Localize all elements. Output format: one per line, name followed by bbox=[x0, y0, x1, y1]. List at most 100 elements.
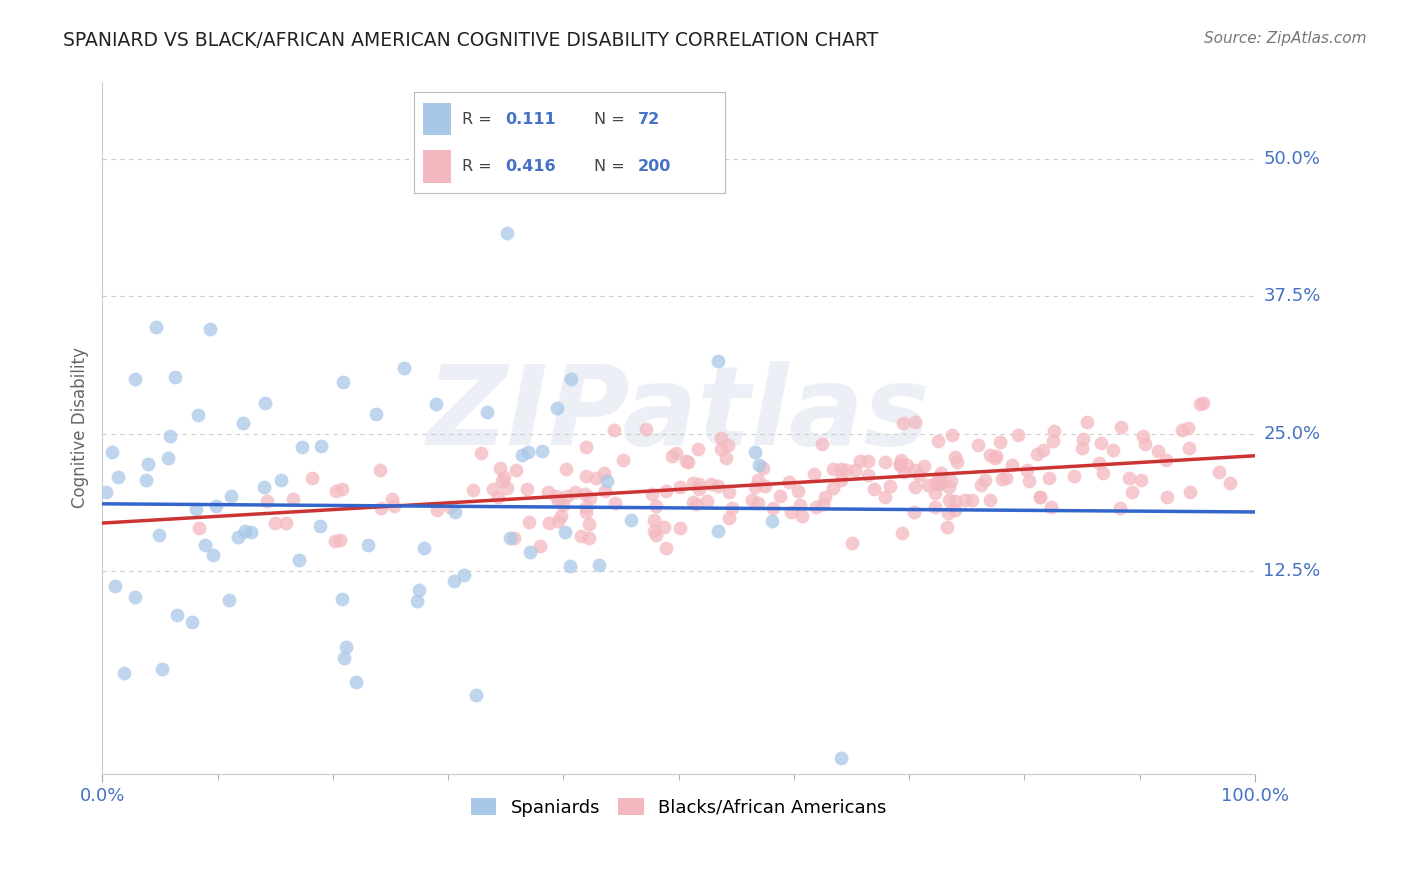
Blacks/African Americans bbox=[707, 479, 730, 493]
Blacks/African Americans bbox=[945, 455, 967, 469]
Blacks/African Americans bbox=[536, 485, 558, 500]
Blacks/African Americans bbox=[984, 450, 1007, 464]
Spaniards bbox=[186, 502, 208, 516]
Blacks/African Americans bbox=[652, 520, 675, 534]
Blacks/African Americans bbox=[330, 482, 353, 496]
Blacks/African Americans bbox=[1178, 442, 1201, 456]
Blacks/African Americans bbox=[710, 442, 733, 456]
Spaniards bbox=[145, 319, 167, 334]
Blacks/African Americans bbox=[575, 505, 598, 519]
Spaniards bbox=[107, 470, 129, 484]
Spaniards bbox=[157, 451, 180, 466]
Blacks/African Americans bbox=[1032, 442, 1054, 457]
Blacks/African Americans bbox=[664, 446, 686, 460]
Blacks/African Americans bbox=[970, 478, 993, 492]
Blacks/African Americans bbox=[470, 446, 492, 460]
Blacks/African Americans bbox=[917, 477, 939, 491]
Blacks/African Americans bbox=[893, 465, 915, 479]
Blacks/African Americans bbox=[554, 462, 576, 476]
Blacks/African Americans bbox=[688, 442, 710, 457]
Blacks/African Americans bbox=[643, 524, 665, 538]
Blacks/African Americans bbox=[263, 516, 285, 530]
Spaniards bbox=[181, 615, 204, 630]
Blacks/African Americans bbox=[325, 484, 347, 499]
Blacks/African Americans bbox=[544, 489, 567, 503]
Blacks/African Americans bbox=[938, 492, 960, 507]
Spaniards bbox=[344, 675, 367, 690]
Blacks/African Americans bbox=[585, 471, 607, 485]
Blacks/African Americans bbox=[1208, 466, 1230, 480]
Blacks/African Americans bbox=[830, 461, 852, 475]
Blacks/African Americans bbox=[936, 520, 959, 534]
Blacks/African Americans bbox=[849, 454, 872, 468]
Blacks/African Americans bbox=[439, 500, 461, 515]
Blacks/African Americans bbox=[1170, 423, 1192, 437]
Blacks/African Americans bbox=[1133, 437, 1156, 451]
Blacks/African Americans bbox=[823, 481, 845, 495]
Spaniards bbox=[309, 518, 332, 533]
Blacks/African Americans bbox=[1042, 425, 1064, 439]
Spaniards bbox=[124, 372, 146, 386]
Blacks/African Americans bbox=[1108, 500, 1130, 515]
Blacks/African Americans bbox=[830, 473, 852, 487]
Blacks/African Americans bbox=[924, 475, 946, 490]
Blacks/African Americans bbox=[928, 470, 950, 484]
Blacks/African Americans bbox=[904, 415, 927, 429]
Blacks/African Americans bbox=[593, 484, 616, 499]
Blacks/African Americans bbox=[896, 458, 918, 473]
Spaniards bbox=[148, 528, 170, 542]
Blacks/African Americans bbox=[564, 485, 586, 500]
Spaniards bbox=[761, 514, 783, 528]
Blacks/African Americans bbox=[927, 477, 949, 491]
Blacks/African Americans bbox=[274, 516, 297, 531]
Blacks/African Americans bbox=[720, 501, 742, 516]
Spaniards bbox=[413, 541, 436, 556]
Blacks/African Americans bbox=[941, 428, 963, 442]
Blacks/African Americans bbox=[516, 482, 538, 496]
Spaniards bbox=[124, 591, 146, 605]
Blacks/African Americans bbox=[569, 528, 592, 542]
Blacks/African Americans bbox=[990, 472, 1012, 486]
Blacks/African Americans bbox=[990, 435, 1012, 450]
Spaniards bbox=[202, 548, 225, 562]
Blacks/African Americans bbox=[752, 460, 775, 475]
Blacks/African Americans bbox=[676, 455, 699, 469]
Blacks/African Americans bbox=[1029, 491, 1052, 505]
Blacks/African Americans bbox=[1118, 470, 1140, 484]
Blacks/African Americans bbox=[655, 541, 678, 555]
Blacks/African Americans bbox=[669, 521, 692, 535]
Blacks/African Americans bbox=[489, 461, 512, 475]
Blacks/African Americans bbox=[811, 436, 834, 450]
Spaniards bbox=[159, 429, 181, 443]
Spaniards bbox=[335, 640, 357, 654]
Spaniards bbox=[253, 480, 276, 494]
Blacks/African Americans bbox=[744, 480, 766, 494]
Spaniards bbox=[596, 475, 619, 489]
Blacks/African Americans bbox=[426, 503, 449, 517]
Blacks/African Americans bbox=[891, 526, 914, 541]
Spaniards bbox=[233, 524, 256, 538]
Blacks/African Americans bbox=[370, 501, 392, 516]
Spaniards bbox=[138, 457, 160, 471]
Blacks/African Americans bbox=[381, 491, 404, 506]
Spaniards bbox=[588, 558, 610, 573]
Blacks/African Americans bbox=[890, 453, 912, 467]
Blacks/African Americans bbox=[669, 480, 692, 494]
Blacks/African Americans bbox=[858, 454, 880, 468]
Blacks/African Americans bbox=[688, 476, 710, 491]
Blacks/African Americans bbox=[804, 500, 827, 514]
Blacks/African Americans bbox=[960, 492, 983, 507]
Spaniards bbox=[232, 416, 254, 430]
Blacks/African Americans bbox=[555, 489, 578, 503]
Blacks/African Americans bbox=[1102, 443, 1125, 458]
Spaniards bbox=[270, 474, 292, 488]
Text: ZIPatlas: ZIPatlas bbox=[427, 360, 931, 467]
Blacks/African Americans bbox=[605, 496, 627, 510]
Blacks/African Americans bbox=[931, 467, 953, 481]
Spaniards bbox=[101, 445, 124, 459]
Blacks/African Americans bbox=[769, 489, 792, 503]
Spaniards bbox=[408, 583, 430, 598]
Spaniards bbox=[330, 592, 353, 607]
Spaniards bbox=[453, 568, 475, 582]
Blacks/African Americans bbox=[814, 490, 837, 504]
